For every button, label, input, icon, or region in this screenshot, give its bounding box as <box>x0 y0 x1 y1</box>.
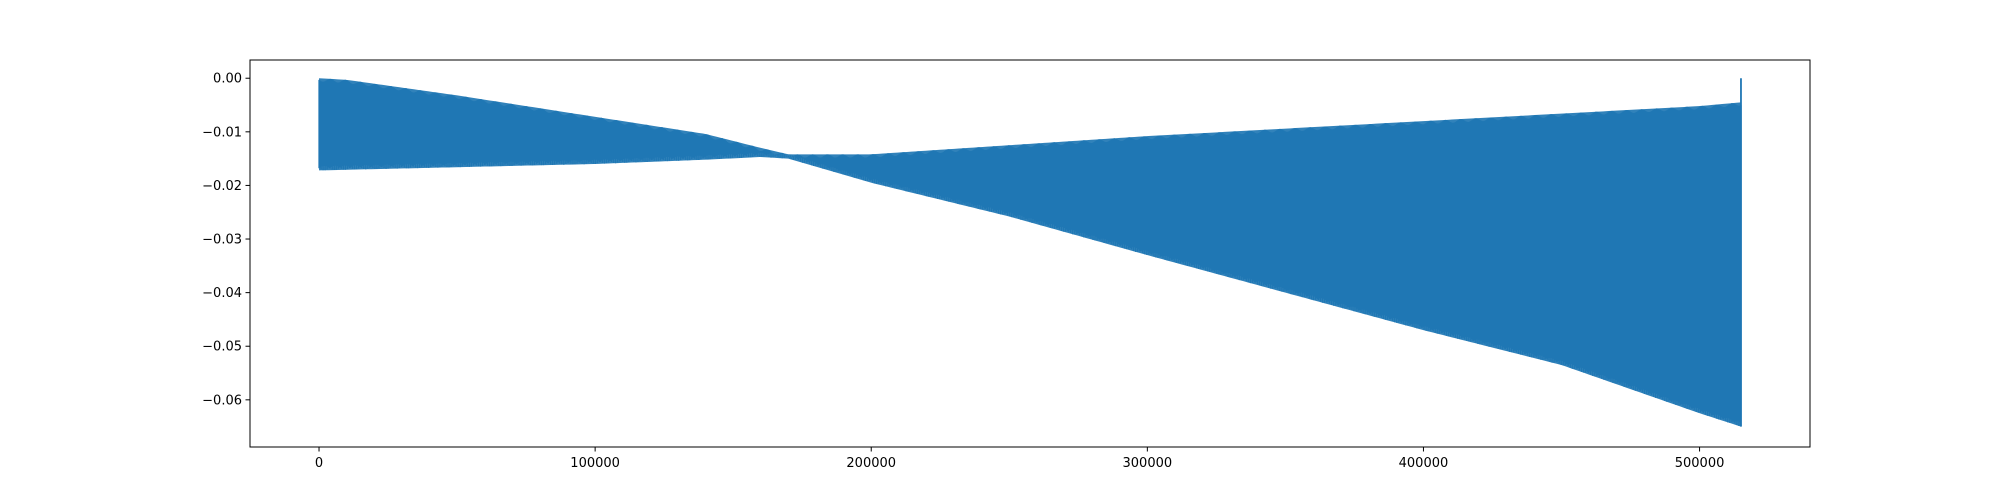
axes-frame <box>249 59 1811 448</box>
x-tick-label: 500000 <box>1675 456 1725 471</box>
x-tick-label: 100000 <box>570 456 620 471</box>
y-tick-label: −0.06 <box>202 393 242 408</box>
plot-area <box>318 78 1742 427</box>
axes: 0 100000 200000 300000 400000 500000 0.00 −0.01… <box>202 59 1811 471</box>
y-tick-label: −0.02 <box>202 179 242 194</box>
series-group <box>318 78 1742 427</box>
series-0-band <box>319 78 1741 427</box>
y-tick-label: 0.00 <box>213 72 242 87</box>
y-tick-label: −0.03 <box>202 233 242 248</box>
x-tick-label: 300000 <box>1123 456 1173 471</box>
y-tick-label: −0.05 <box>202 340 242 355</box>
x-tick-label: 0 <box>315 456 323 471</box>
y-tick-label: −0.01 <box>202 125 242 140</box>
y-tick-label: −0.04 <box>202 286 242 301</box>
x-tick-label: 400000 <box>1399 456 1449 471</box>
x-tick-label: 200000 <box>846 456 896 471</box>
